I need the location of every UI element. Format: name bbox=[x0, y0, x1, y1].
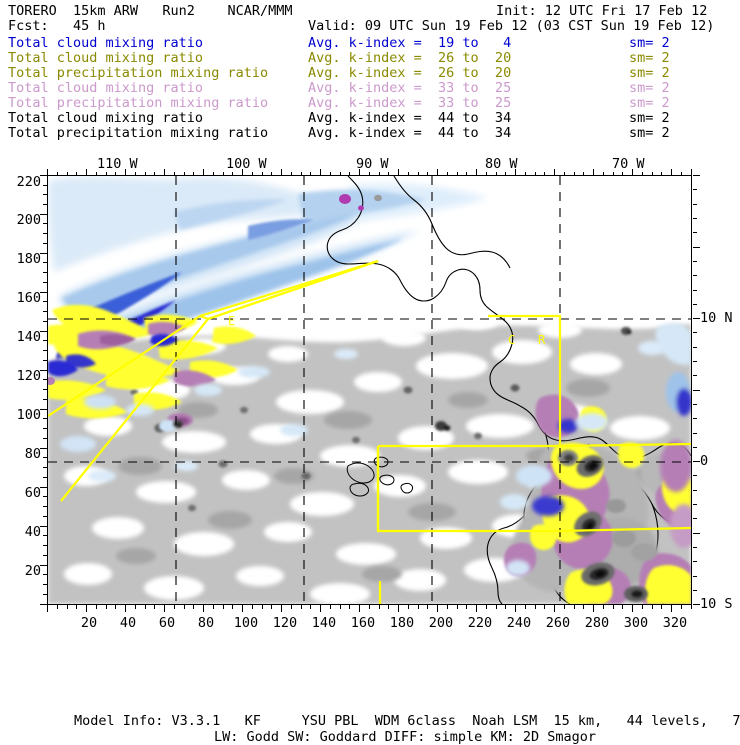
convective-cores-pacific bbox=[130, 327, 632, 512]
legend-field-name: Total cloud mixing ratio bbox=[8, 35, 204, 51]
top-axis-label: 70 W bbox=[612, 156, 645, 172]
legend-kindex: Avg. k-index = 44 to 34 bbox=[308, 110, 512, 126]
legend-field-name: Total cloud mixing ratio bbox=[8, 50, 204, 66]
y-axis-tick-label: 20 bbox=[24, 563, 41, 579]
domain-label-e: E bbox=[228, 314, 235, 328]
x-axis-tick-label: 180 bbox=[389, 615, 415, 631]
y-axis-tick-label: 220 bbox=[16, 174, 41, 190]
scattered-pale-blue bbox=[60, 349, 358, 482]
x-axis-tick-label: 60 bbox=[158, 615, 176, 631]
legend-smoothing: sm= 2 bbox=[629, 50, 670, 66]
y-axis-tick-label: 100 bbox=[16, 407, 41, 423]
x-axis-tick-label: 20 bbox=[80, 615, 98, 631]
x-axis-tick-label: 140 bbox=[311, 615, 337, 631]
legend-row: Total cloud mixing ratio Avg. k-index = … bbox=[0, 36, 740, 51]
legend-kindex: Avg. k-index = 19 to 4 bbox=[308, 35, 512, 51]
domain-label-r: R bbox=[538, 333, 546, 347]
legend-field-name: Total cloud mixing ratio bbox=[8, 80, 204, 96]
forecast-map-panel[interactable]: E C R bbox=[47, 175, 692, 605]
top-axis-ticks bbox=[47, 166, 693, 176]
model-title: TORERO 15km ARW Run2 NCAR/MMM bbox=[8, 3, 293, 19]
y-axis-tick-label: 60 bbox=[24, 485, 41, 501]
x-axis-tick-label: 240 bbox=[506, 615, 532, 631]
x-axis-tick-label: 300 bbox=[623, 615, 649, 631]
legend-kindex: Avg. k-index = 33 to 25 bbox=[308, 95, 512, 111]
y-axis-tick-label: 160 bbox=[16, 290, 41, 306]
legend-row: Total cloud mixing ratio Avg. k-index = … bbox=[0, 111, 740, 126]
graticule bbox=[48, 176, 691, 604]
legend-smoothing: sm= 2 bbox=[629, 95, 670, 111]
y-axis-ticks bbox=[37, 175, 47, 607]
legend-row: Total cloud mixing ratio Avg. k-index = … bbox=[0, 51, 740, 66]
coastline-caribbean-islands bbox=[346, 456, 413, 497]
y-axis-tick-label: 180 bbox=[16, 251, 41, 267]
x-axis-tick-label: 200 bbox=[428, 615, 454, 631]
x-axis-tick-label: 280 bbox=[584, 615, 610, 631]
blue-cores-nw bbox=[48, 333, 183, 428]
x-axis-tick-label: 120 bbox=[272, 615, 298, 631]
isolated-precip-dots bbox=[48, 194, 382, 385]
legend-smoothing: sm= 2 bbox=[629, 80, 670, 96]
legend-row: Total precipitation mixing ratio Avg. k-… bbox=[0, 66, 740, 81]
legend-smoothing: sm= 2 bbox=[629, 125, 670, 141]
x-axis-tick-label: 40 bbox=[119, 615, 137, 631]
legend-field-name: Total precipitation mixing ratio bbox=[8, 65, 269, 81]
legend-smoothing: sm= 2 bbox=[629, 35, 670, 51]
y-axis-tick-label: 120 bbox=[16, 368, 41, 384]
legend-row: Total precipitation mixing ratio Avg. k-… bbox=[0, 126, 740, 141]
right-axis-ticks bbox=[693, 175, 703, 607]
x-axis-tick-label: 100 bbox=[233, 615, 259, 631]
top-axis-label: 90 W bbox=[356, 156, 389, 172]
legend-field-name: Total precipitation mixing ratio bbox=[8, 125, 269, 141]
top-axis-label: 80 W bbox=[485, 156, 518, 172]
legend-kindex: Avg. k-index = 26 to 20 bbox=[308, 50, 512, 66]
legend-smoothing: sm= 2 bbox=[629, 65, 670, 81]
legend-field-name: Total cloud mixing ratio bbox=[8, 110, 204, 126]
legend-kindex: Avg. k-index = 33 to 25 bbox=[308, 80, 512, 96]
east-edge-features bbox=[655, 323, 691, 548]
header-block: TORERO 15km ARW Run2 NCAR/MMM Init: 12 U… bbox=[0, 0, 740, 145]
right-axis-label: 10 S bbox=[700, 596, 733, 612]
model-info-line2: LW: Godd SW: Goddard DIFF: simple KM: 2D… bbox=[214, 729, 597, 745]
legend-smoothing: sm= 2 bbox=[629, 110, 670, 126]
y-axis-tick-label: 80 bbox=[24, 446, 41, 462]
nested-domain-boundaries bbox=[48, 259, 691, 604]
top-axis-label: 110 W bbox=[97, 156, 138, 172]
y-axis-tick-label: 200 bbox=[16, 212, 41, 228]
legend-kindex: Avg. k-index = 44 to 34 bbox=[308, 125, 512, 141]
x-axis-tick-label: 260 bbox=[545, 615, 571, 631]
y-axis-tick-label: 40 bbox=[24, 524, 41, 540]
init-time: Init: 12 UTC Fri 17 Feb 12 bbox=[496, 3, 708, 19]
domain-label-c: C bbox=[508, 333, 515, 347]
right-axis-label: 10 N bbox=[700, 310, 733, 326]
legend-field-name: Total precipitation mixing ratio bbox=[8, 95, 269, 111]
legend-row: Total cloud mixing ratio Avg. k-index = … bbox=[0, 81, 740, 96]
forecast-hour: Fcst: 45 h bbox=[8, 18, 106, 34]
x-axis-tick-label: 160 bbox=[350, 615, 376, 631]
legend-row: Total precipitation mixing ratio Avg. k-… bbox=[0, 96, 740, 111]
valid-time: Valid: 09 UTC Sun 19 Feb 12 (03 CST Sun … bbox=[308, 18, 715, 34]
legend-kindex: Avg. k-index = 26 to 20 bbox=[308, 65, 512, 81]
x-axis-tick-label: 80 bbox=[197, 615, 215, 631]
y-axis-tick-label: 140 bbox=[16, 329, 41, 345]
mixing-ratio-field: E C R bbox=[48, 176, 691, 604]
model-info-line1: Model Info: V3.3.1 KF YSU PBL WDM 6class… bbox=[74, 713, 740, 729]
x-axis-tick-label: 320 bbox=[662, 615, 688, 631]
x-axis-ticks bbox=[47, 605, 693, 615]
x-axis-tick-label: 220 bbox=[467, 615, 493, 631]
top-axis-label: 100 W bbox=[226, 156, 267, 172]
right-axis-label: 0 bbox=[700, 453, 709, 469]
